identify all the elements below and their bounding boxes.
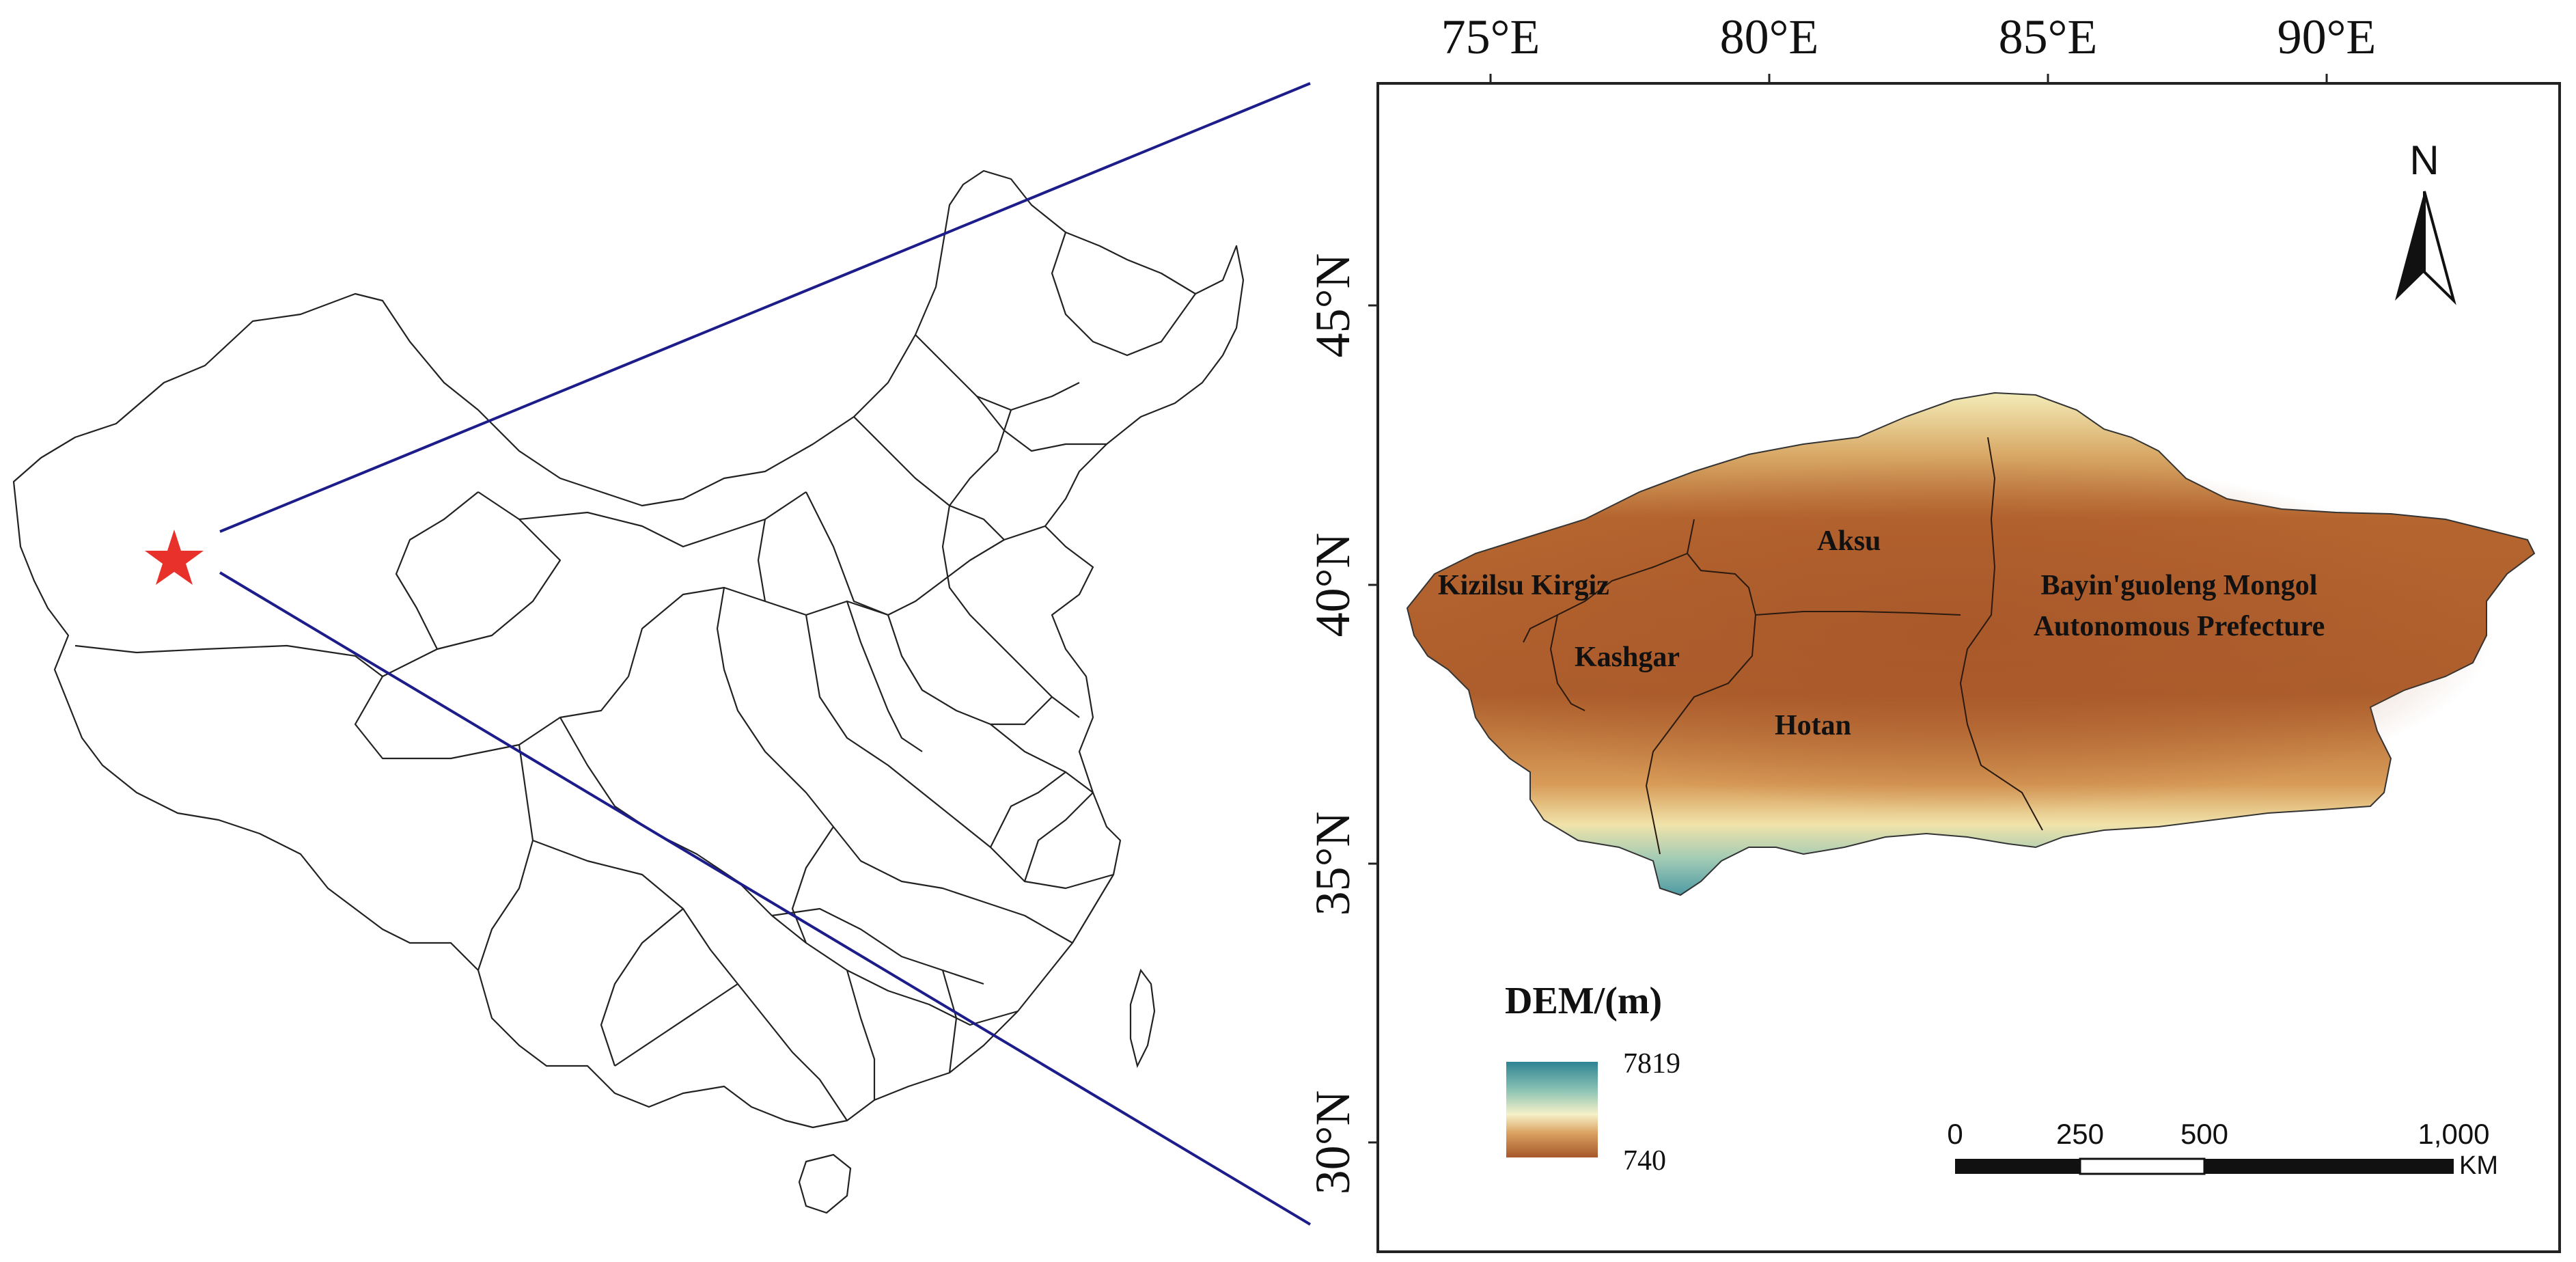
longitude-label-85e: 85°E [1999, 10, 2098, 64]
taklamakan-core [1428, 458, 2493, 813]
scale-tick-250: 250 [2056, 1118, 2104, 1150]
longitude-label-80e: 80°E [1720, 10, 1819, 64]
hainan-outline [798, 1153, 852, 1214]
callout-line-bottom [219, 571, 1312, 1226]
dem-legend: DEM/(m) 7819 740 [1505, 980, 1680, 1177]
latitude-ticks [1368, 304, 1378, 1144]
legend-low-value: 740 [1623, 1145, 1666, 1177]
detail-map: 75°E 80°E 85°E 90°E 45°N 40°N 35°N 30°N [1305, 10, 2561, 1253]
region-label-aksu: Aksu [1817, 525, 1881, 557]
latitude-label-45n: 45°N [1305, 253, 1360, 358]
region-label-kashgar: Kashgar [1575, 642, 1680, 673]
latitude-label-40n: 40°N [1305, 533, 1360, 637]
region-label-kizilsu-kirgiz: Kizilsu Kirgiz [1438, 570, 1609, 601]
scale-unit: KM [2459, 1151, 2498, 1180]
scale-bar: 0 250 500 1,000 KM [1947, 1118, 2498, 1180]
longitude-ticks [1489, 74, 2328, 83]
scale-tick-500: 500 [2180, 1118, 2228, 1150]
scale-tick-0: 0 [1947, 1118, 1963, 1150]
legend-high-value: 7819 [1623, 1048, 1680, 1080]
latitude-label-35n: 35°N [1305, 812, 1360, 916]
north-arrow-icon [2395, 191, 2456, 305]
scale-segment-1 [1955, 1159, 2080, 1174]
north-arrow-label: N [2409, 137, 2439, 183]
latitude-label-30n: 30°N [1305, 1090, 1360, 1195]
region-label-hotan: Hotan [1775, 710, 1851, 741]
scale-segment-3 [2204, 1159, 2454, 1174]
callout-line-top [219, 82, 1311, 533]
china-province-boundaries [12, 169, 1245, 1129]
scale-segment-2 [2079, 1157, 2206, 1175]
legend-color-ramp [1506, 1062, 1598, 1157]
scale-tick-1000: 1,000 [2418, 1118, 2489, 1150]
study-area-star-marker [145, 530, 204, 585]
region-label-autonomous-prefecture: Autonomous Prefecture [2034, 611, 2325, 642]
longitude-label-75e: 75°E [1441, 10, 1540, 64]
region-label-bayinguoleng: Bayin'guoleng Mongol [2041, 570, 2318, 601]
longitude-label-90e: 90°E [2277, 10, 2377, 64]
prefecture-boundaries [1523, 437, 2043, 855]
overview-map [12, 82, 1312, 1226]
legend-title: DEM/(m) [1505, 980, 1662, 1022]
taiwan-outline [1129, 968, 1156, 1069]
